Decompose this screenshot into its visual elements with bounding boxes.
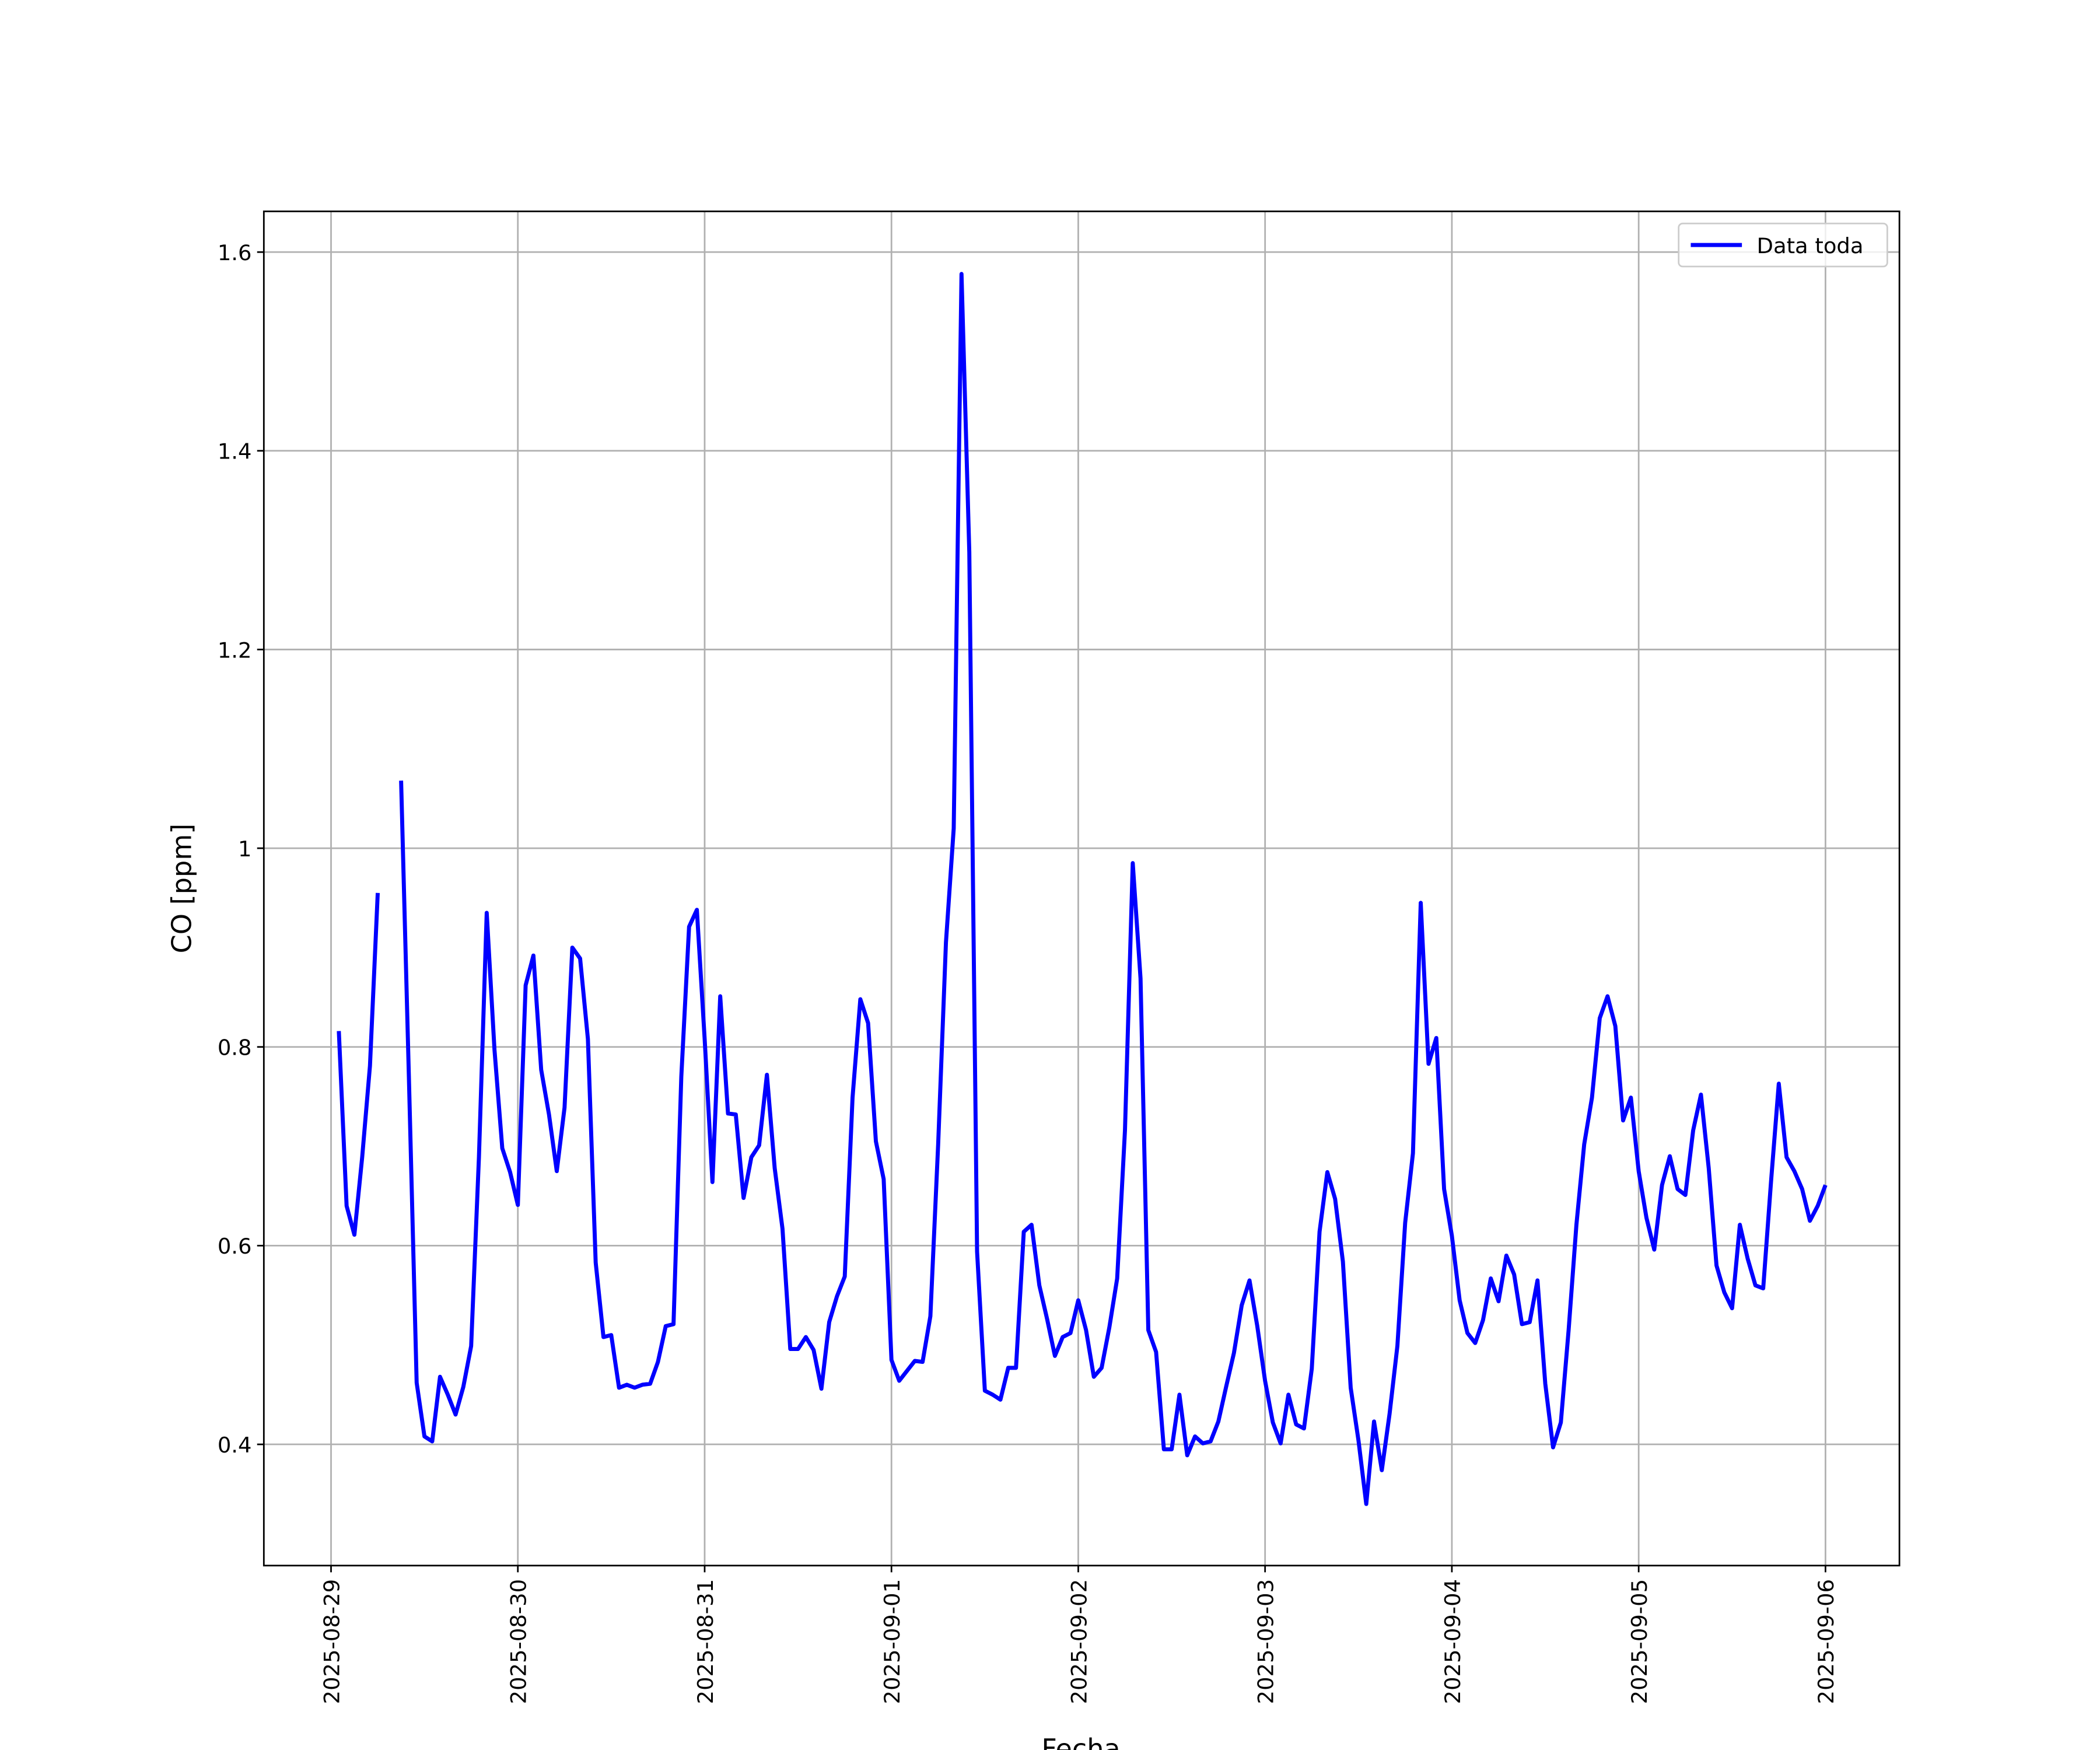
x-tick-label: 2025-09-04 bbox=[1440, 1579, 1465, 1704]
y-tick-label: 0.6 bbox=[218, 1234, 252, 1259]
x-tick-label: 2025-08-31 bbox=[693, 1579, 718, 1704]
x-tick-label: 2025-08-30 bbox=[506, 1579, 531, 1704]
x-tick-label: 2025-09-05 bbox=[1627, 1579, 1652, 1704]
x-tick-label: 2025-08-29 bbox=[319, 1579, 344, 1704]
y-tick-label: 1.4 bbox=[218, 439, 252, 464]
plot-frame bbox=[262, 210, 1901, 1567]
x-tick-label: 2025-09-02 bbox=[1066, 1579, 1091, 1704]
y-tick-label: 1.2 bbox=[218, 638, 252, 663]
y-tick-label: 1.6 bbox=[218, 240, 252, 265]
y-tick-label: 0.8 bbox=[218, 1035, 252, 1060]
y-tick-label: 1 bbox=[238, 836, 251, 862]
legend-box bbox=[1678, 222, 1888, 268]
x-tick-label: 2025-09-03 bbox=[1254, 1579, 1279, 1704]
x-axis-label: Fecha bbox=[1041, 1733, 1120, 1750]
y-tick-label: 0.4 bbox=[218, 1433, 252, 1458]
legend-label: Data toda bbox=[1757, 233, 1864, 258]
y-axis-label: CO [ppm] bbox=[166, 824, 198, 954]
x-tick-label: 2025-09-06 bbox=[1814, 1579, 1839, 1704]
x-tick-label: 2025-09-01 bbox=[880, 1579, 905, 1704]
data-line bbox=[337, 272, 1828, 1506]
